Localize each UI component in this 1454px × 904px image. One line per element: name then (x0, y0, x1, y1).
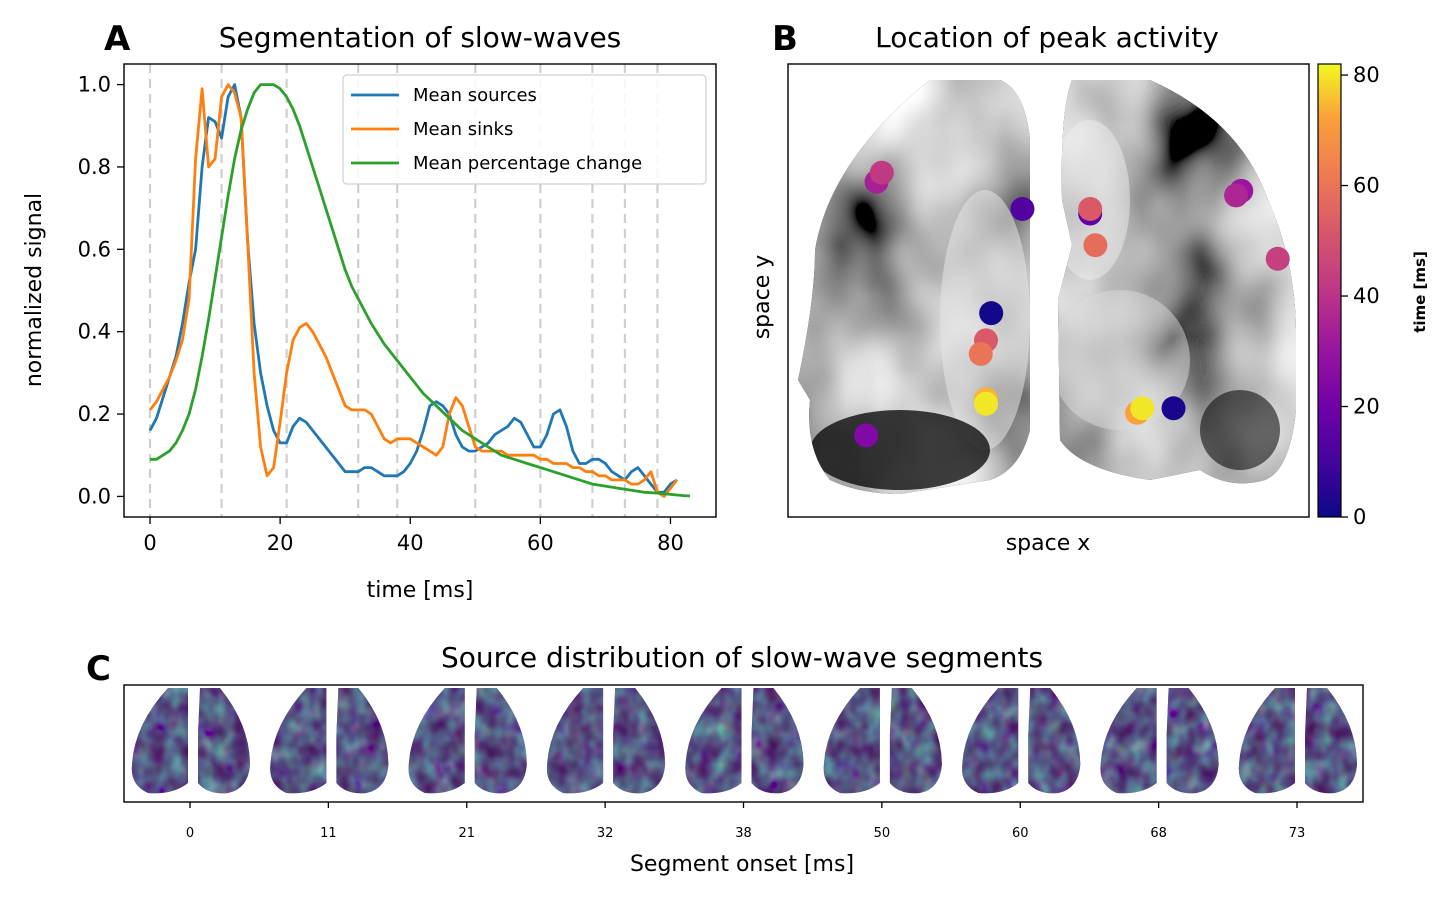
segment-onset-label: 11 (320, 826, 337, 841)
panel-b-ylabel: space y (750, 255, 775, 340)
panel-c-title: Source distribution of slow-wave segment… (441, 641, 1043, 674)
colorbar-tick-label: 40 (1353, 284, 1380, 308)
peak-activity-point (1083, 233, 1108, 258)
peak-activity-point (869, 160, 894, 185)
panel-b: B Location of peak activity space x spac… (750, 19, 1429, 556)
peak-activity-point (1224, 183, 1249, 208)
segment-source-map (270, 688, 389, 794)
brain-activity-map (798, 80, 1296, 494)
segment-source-map (546, 688, 666, 794)
panel-a-frame (123, 63, 717, 518)
panel-c-xlabel: Segment onset [ms] (630, 852, 854, 877)
panel-a: A Segmentation of slow-waves 0 20 40 60 80 0.… (22, 19, 717, 603)
segment-onset-label: 38 (735, 826, 752, 841)
colorbar (1317, 63, 1342, 518)
peak-activity-point (1265, 246, 1290, 271)
colorbar-tick-label: 60 (1353, 174, 1380, 198)
peak-activity-point (854, 423, 879, 448)
peak-activity-point (979, 301, 1004, 326)
panel-c: C Source distribution of slow-wave segme… (86, 641, 1364, 877)
segment-onset-label: 60 (1012, 826, 1029, 841)
segment-source-map (823, 688, 942, 794)
panel-a-xlabel: time [ms] (367, 578, 474, 603)
y-tick-label: 0.0 (78, 484, 111, 508)
peak-activity-point (1130, 396, 1155, 421)
panel-b-xlabel: space x (1006, 531, 1091, 556)
colorbar-label: time [ms] (1411, 251, 1429, 333)
panel-a-letter: A (104, 19, 131, 59)
series-line (150, 83, 691, 498)
peak-activity-point (968, 341, 993, 366)
segment-source-map (685, 688, 804, 794)
panel-a-ylabel: normalized signal (22, 193, 47, 387)
segment-onset-label: 73 (1289, 826, 1306, 841)
y-tick-label: 0.4 (78, 320, 111, 344)
segment-source-map (131, 688, 250, 794)
x-tick-label: 60 (527, 531, 554, 555)
y-tick-label: 0.8 (78, 155, 111, 179)
legend-entry: Mean percentage change (413, 153, 642, 174)
x-tick-label: 40 (397, 531, 424, 555)
legend-entry: Mean sources (413, 85, 537, 106)
segment-source-map (408, 688, 527, 794)
peak-activity-point (1078, 196, 1103, 221)
panel-b-title: Location of peak activity (875, 21, 1219, 54)
y-tick-label: 1.0 (78, 73, 111, 97)
panel-a-title: Segmentation of slow-waves (219, 21, 622, 54)
y-tick-label: 0.2 (78, 402, 111, 426)
x-tick-label: 20 (267, 531, 294, 555)
panel-b-frame (787, 63, 1310, 518)
segment-source-map (1100, 688, 1219, 794)
colorbar-tick-label: 80 (1353, 63, 1380, 87)
segment-onset-label: 32 (597, 826, 614, 841)
segment-onset-label: 0 (186, 826, 194, 841)
colorbar-tick-label: 0 (1353, 505, 1366, 529)
x-tick-label: 80 (657, 531, 684, 555)
legend-entry: Mean sinks (413, 119, 513, 140)
segment-onset-label: 21 (458, 826, 475, 841)
segment-source-map (962, 688, 1081, 794)
peak-activity-point (1161, 396, 1186, 421)
segment-onset-label: 50 (874, 826, 891, 841)
series-line (148, 83, 679, 498)
panel-c-letter: C (86, 649, 111, 689)
segment-onset-label: 68 (1150, 826, 1167, 841)
panel-a-legend: Mean sources Mean sinks Mean percentage ch… (342, 74, 707, 185)
legend-box (342, 74, 707, 185)
panel-b-letter: B (772, 19, 798, 59)
y-tick-label: 0.6 (78, 237, 111, 261)
x-tick-label: 0 (143, 531, 156, 555)
colorbar-tick-label: 20 (1353, 395, 1380, 419)
peak-activity-point (1010, 196, 1035, 221)
peak-activity-point (973, 391, 998, 416)
segment-source-map (1238, 688, 1357, 794)
